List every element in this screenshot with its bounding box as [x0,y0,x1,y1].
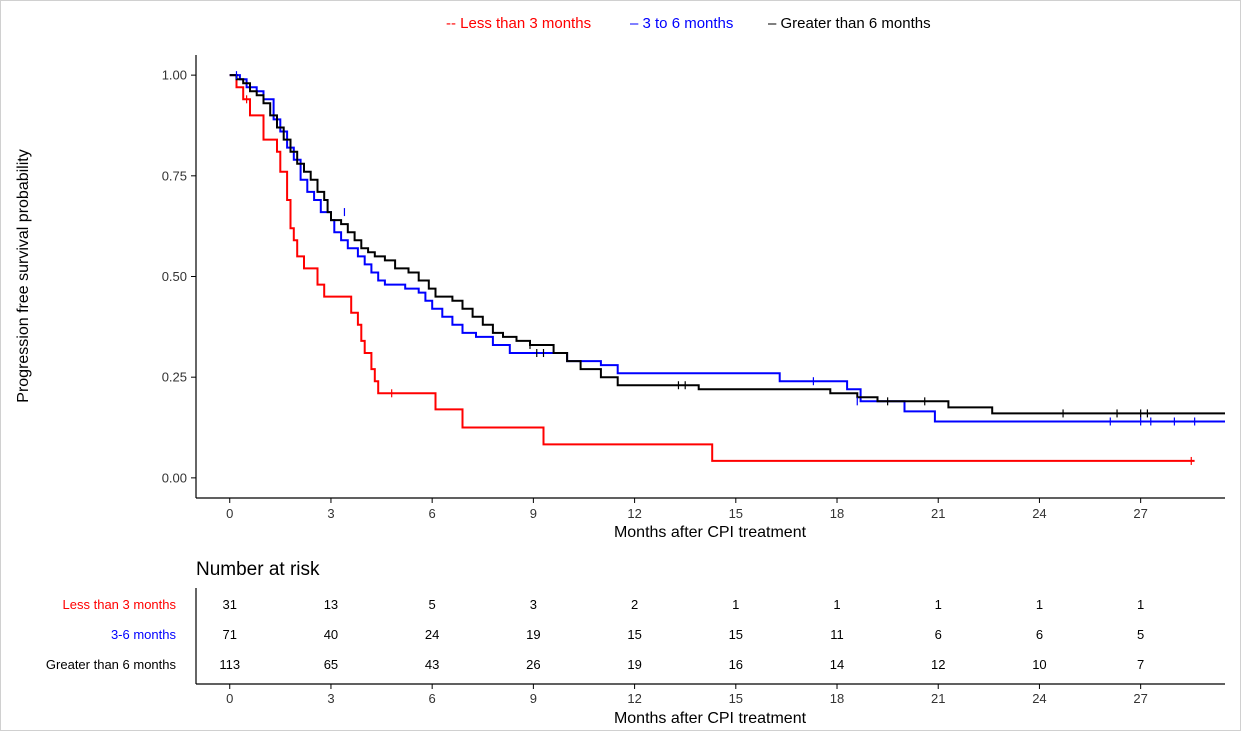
risk-cell: 11 [830,627,844,642]
risk-cell: 6 [935,627,942,642]
legend-entry-gt6: – Greater than 6 months [768,15,931,32]
y-tick-label: 0.25 [162,370,187,385]
risk-cell: 15 [627,627,641,642]
risk-cell: 19 [526,627,540,642]
legend-entry-lt3: -- Less than 3 months [446,15,591,32]
risk-cell: 2 [631,597,638,612]
risk-x-ticks: 0 3 6 9 12 15 18 21 24 27 [226,684,1148,706]
risk-x-tick-label: 24 [1032,691,1046,706]
risk-x-tick-label: 3 [327,691,334,706]
risk-x-axis-title: Months after CPI treatment [614,710,807,727]
censor-marks [235,71,1196,465]
risk-x-tick-label: 12 [627,691,641,706]
risk-x-tick-label: 21 [931,691,945,706]
x-tick-label: 18 [830,506,844,521]
risk-cell: 13 [324,597,338,612]
risk-cell: 19 [627,657,641,672]
y-tick-label: 0.00 [162,470,187,485]
risk-cell: 71 [223,627,237,642]
risk-x-tick-label: 18 [830,691,844,706]
risk-cell: 40 [324,627,338,642]
risk-row-label: Less than 3 months [63,597,177,612]
y-tick-label: 0.75 [162,168,187,183]
risk-x-tick-label: 15 [729,691,743,706]
risk-cell: 1 [1137,597,1144,612]
y-tick-label: 1.00 [162,68,187,83]
risk-cell: 1 [732,597,739,612]
legend: -- Less than 3 months – 3 to 6 months – … [446,15,931,32]
risk-cell: 113 [219,657,240,672]
risk-cell: 14 [830,657,844,672]
risk-cell: 7 [1137,657,1144,672]
x-axis-title: Months after CPI treatment [614,524,807,541]
y-ticks: 0.00 0.25 0.50 0.75 1.00 [162,68,196,485]
risk-row-label: 3-6 months [111,627,177,642]
risk-x-tick-label: 27 [1133,691,1147,706]
risk-cell: 31 [223,597,237,612]
risk-cell: 5 [429,597,436,612]
x-tick-label: 0 [226,506,233,521]
risk-x-tick-label: 9 [530,691,537,706]
risk-cell: 1 [833,597,840,612]
risk-cell: 6 [1036,627,1043,642]
survival-curves [229,74,1225,462]
risk-row-label: Greater than 6 months [46,657,177,672]
risk-cell: 24 [425,627,439,642]
risk-cell: 3 [530,597,537,612]
x-tick-label: 27 [1133,506,1147,521]
risk-cell: 1 [935,597,942,612]
risk-table-title: Number at risk [196,559,320,580]
risk-cell: 1 [1036,597,1043,612]
y-axis-title: Progression free survival probability [15,149,32,402]
x-tick-label: 12 [627,506,641,521]
x-tick-label: 15 [729,506,743,521]
risk-cell: 15 [729,627,743,642]
legend-entry-3to6: – 3 to 6 months [630,15,733,32]
y-tick-label: 0.50 [162,269,187,284]
x-tick-label: 9 [530,506,537,521]
risk-cell: 5 [1137,627,1144,642]
plot-area: 0.00 0.25 0.50 0.75 1.00 0 3 6 9 12 15 18 21 24 27 [162,55,1225,521]
risk-cell: 12 [931,657,945,672]
x-tick-label: 6 [429,506,436,521]
x-tick-label: 3 [327,506,334,521]
risk-table: Number at risk Less than 3 months 31 13 5 3 2… [46,559,1225,727]
curve-gt6 [229,74,1225,415]
risk-cell: 16 [729,657,743,672]
risk-rows: Less than 3 months 31 13 5 3 2 1 1 1 1 13-6 months… [46,597,1144,672]
risk-cell: 43 [425,657,439,672]
x-tick-label: 21 [931,506,945,521]
risk-cell: 65 [324,657,338,672]
curve-lt3 [229,74,1195,462]
x-ticks: 0 3 6 9 12 15 18 21 24 27 [226,498,1148,521]
risk-x-tick-label: 6 [429,691,436,706]
curve-3to6 [229,74,1225,423]
risk-x-tick-label: 0 [226,691,233,706]
risk-cell: 26 [526,657,540,672]
risk-cell: 10 [1032,657,1046,672]
x-tick-label: 24 [1032,506,1046,521]
